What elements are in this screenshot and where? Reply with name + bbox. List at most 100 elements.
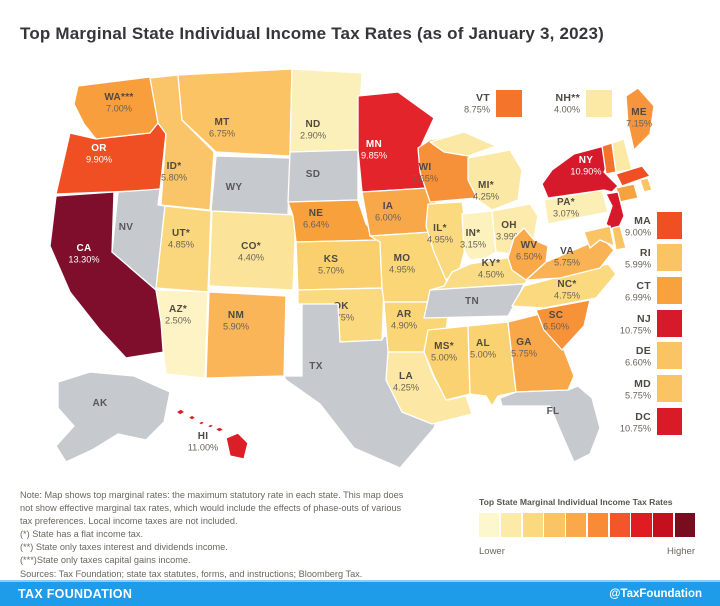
state-UT-rate: 4.85% (168, 240, 194, 250)
list-CT-rate: 6.99% (625, 293, 651, 303)
list-swatch-MD (657, 375, 682, 402)
footnote-line: Sources: Tax Foundation; state tax statu… (20, 568, 363, 579)
state-PA-rate: 3.07% (553, 209, 579, 219)
state-OK-label: OK (333, 301, 349, 312)
state-AR-label: AR (396, 309, 412, 320)
state-IA-label: IA (383, 201, 394, 212)
state-GA-label: GA (516, 337, 532, 348)
state-NM-label: NM (228, 310, 244, 321)
state-OH-rate: 3.99% (496, 232, 522, 242)
state-MO-label: MO (394, 253, 411, 264)
map-state-NM (205, 291, 287, 379)
legend-swatch-1 (500, 513, 521, 537)
map-state-TN (423, 283, 525, 319)
state-NC-rate: 4.75% (554, 291, 580, 301)
state-WV-rate: 6.50% (516, 252, 542, 262)
list-swatch-DE (657, 342, 682, 369)
color-legend: Top State Marginal Individual Income Tax… (479, 497, 695, 557)
state-HI-label: HI (198, 431, 209, 442)
state-AZ-label: AZ* (169, 304, 187, 315)
state-UT-label: UT* (172, 228, 190, 239)
map-state-RI (639, 177, 653, 193)
state-CO-rate: 4.40% (238, 253, 264, 263)
state-NY-label: NY (579, 155, 594, 166)
state-MN-rate: 9.85% (361, 151, 387, 161)
legend-swatch-9 (674, 513, 695, 537)
state-AL-label: AL (476, 338, 490, 349)
state-MT-label: MT (214, 117, 229, 128)
state-WA-rate: 7.00% (106, 104, 132, 114)
state-IA-rate: 6.00% (375, 213, 401, 223)
map-state-AK (55, 371, 171, 463)
state-MO-rate: 4.95% (389, 265, 415, 275)
list-MD-rate: 5.75% (625, 391, 651, 401)
state-LA-rate: 4.25% (393, 383, 419, 393)
list-RI-rate: 5.99% (625, 260, 651, 270)
state-ID-rate: 5.80% (161, 173, 187, 183)
state-NE-rate: 6.64% (303, 220, 329, 230)
legend-swatch-5 (587, 513, 608, 537)
callout-NH-rate: 4.00% (554, 105, 580, 115)
map-state-WY (210, 155, 291, 217)
list-MD-label: MD (634, 378, 651, 390)
state-KS-rate: 5.70% (318, 266, 344, 276)
map-state-MD (583, 225, 615, 249)
callout-VT-rate: 8.75% (464, 105, 490, 115)
legend-swatch-7 (631, 513, 652, 537)
map-state-MA (615, 165, 651, 187)
state-KY-label: KY* (482, 258, 501, 269)
state-ID-label: ID* (167, 161, 182, 172)
state-WY-label: WY (226, 182, 243, 193)
state-WI-rate: 7.65% (412, 174, 438, 184)
list-DE-label: DE (636, 345, 651, 357)
map-state-SC (535, 299, 591, 351)
list-swatch-MA (657, 212, 682, 239)
legend-swatch-8 (653, 513, 674, 537)
state-KY-rate: 4.50% (478, 270, 504, 280)
state-SD-label: SD (306, 169, 321, 180)
state-CA-rate: 13.30% (68, 255, 99, 265)
legend-swatch-4 (566, 513, 587, 537)
state-OR-rate: 9.90% (86, 155, 112, 165)
state-PA-label: PA* (557, 197, 575, 208)
state-IL-rate: 4.95% (427, 235, 453, 245)
state-ND-rate: 2.90% (300, 131, 326, 141)
state-ME-rate: 7.15% (626, 119, 652, 129)
map-state-FL (499, 385, 601, 463)
legend-swatch-3 (544, 513, 565, 537)
map-state-DE (611, 225, 627, 251)
list-CT-label: CT (636, 280, 651, 292)
map-state-MI (429, 131, 523, 211)
footnote-line: tax preferences. Local income taxes are … (20, 516, 238, 527)
callout-NH-label: NH** (555, 92, 580, 104)
twitter-handle[interactable]: @TaxFoundation (609, 588, 702, 600)
state-LA-label: LA (399, 371, 413, 382)
list-MA-rate: 9.00% (625, 228, 651, 238)
state-OH-label: OH (501, 220, 517, 231)
footnotes: Note: Map shows top marginal rates: the … (20, 489, 478, 581)
state-AL-rate: 5.00% (470, 350, 496, 360)
state-CA-label: CA (76, 243, 91, 254)
state-KS-label: KS (324, 254, 339, 265)
state-AK-label: AK (92, 398, 108, 409)
legend-gradient (479, 513, 695, 537)
state-FL-label: FL (547, 406, 560, 417)
state-MT-rate: 6.75% (209, 129, 235, 139)
legend-lower-label: Lower (479, 546, 505, 557)
map-state-WV (507, 227, 549, 281)
map-state-NH (611, 138, 633, 173)
state-SC-rate: 6.50% (543, 322, 569, 332)
state-CO-label: CO* (241, 241, 261, 252)
list-NJ-label: NJ (637, 313, 651, 325)
list-DC-rate: 10.75% (620, 424, 651, 434)
footer-bar: TAX FOUNDATION @TaxFoundation (0, 580, 720, 606)
footnote-line: (**) State only taxes interest and divid… (20, 542, 228, 553)
state-IN-label: IN* (466, 228, 481, 239)
state-AZ-rate: 2.50% (165, 316, 191, 326)
map-state-ME (625, 87, 655, 151)
list-DE-rate: 6.60% (625, 358, 651, 368)
state-NY-rate: 10.90% (570, 167, 601, 177)
state-AR-rate: 4.90% (391, 321, 417, 331)
state-WA-label: WA*** (104, 92, 133, 103)
